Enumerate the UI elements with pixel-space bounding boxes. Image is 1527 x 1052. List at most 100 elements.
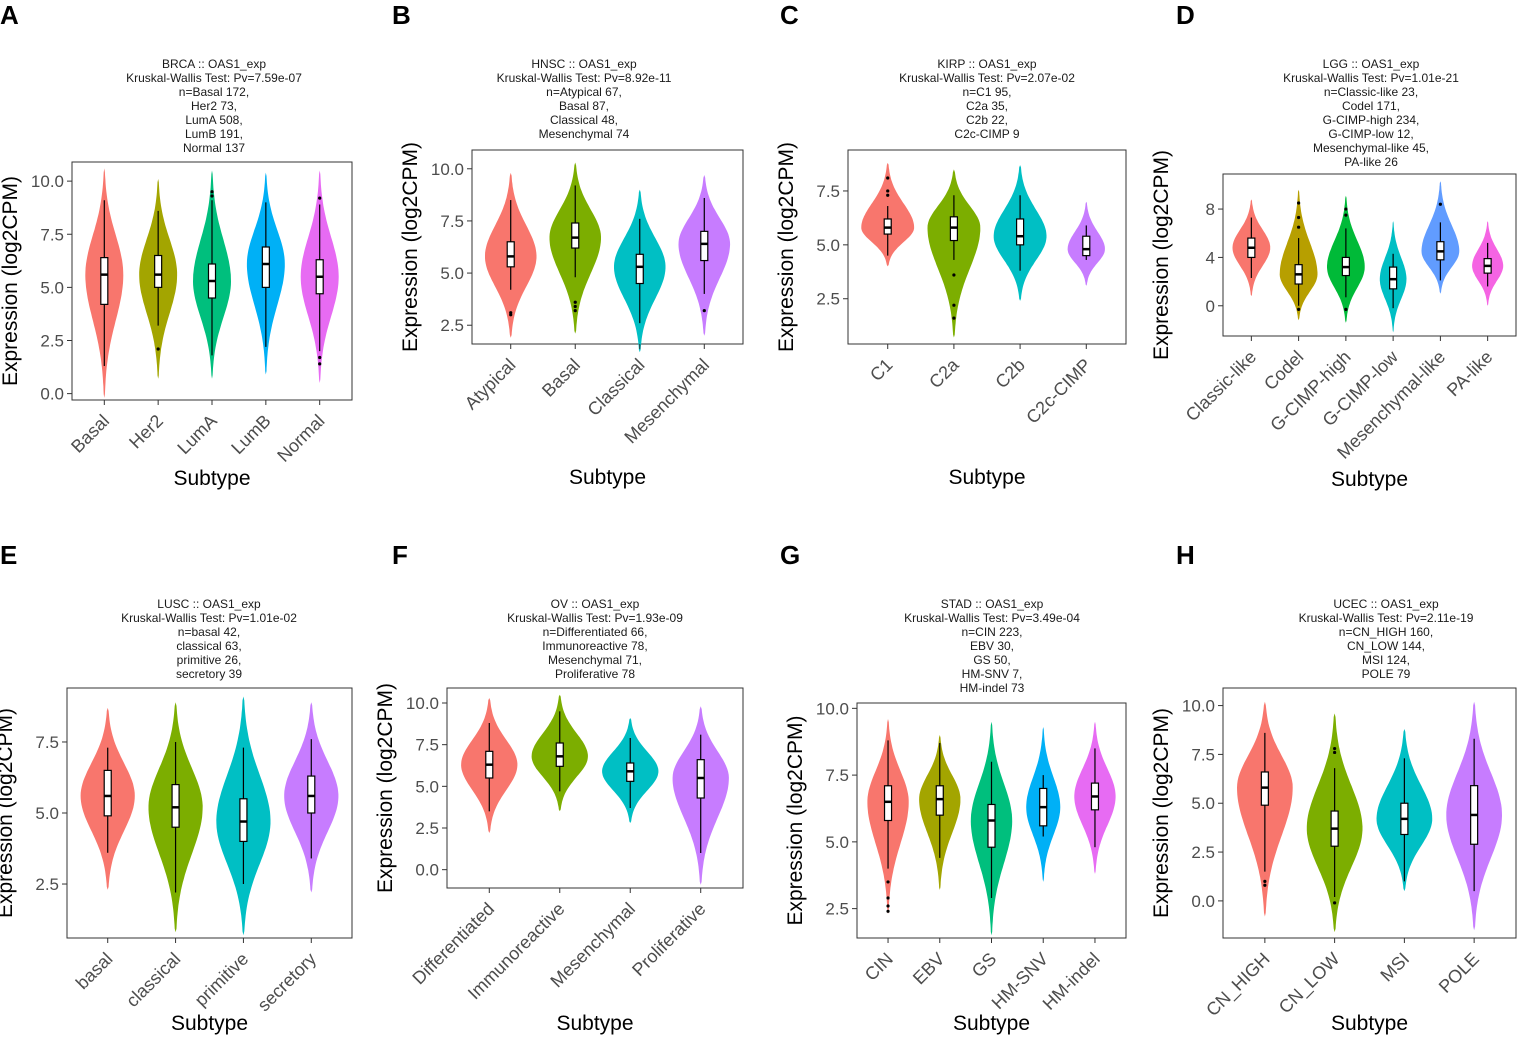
x-tick-label: Classical (584, 355, 649, 420)
y-tick-label: 10.0 (31, 172, 64, 191)
title-line: Immunoreactive 78, (542, 639, 647, 653)
y-axis-label: Expression (log2CPM) (1150, 150, 1173, 360)
title-line: G-CIMP-low 12, (1328, 127, 1413, 141)
panel-letter: D (1176, 0, 1195, 30)
outlier-point (886, 193, 890, 197)
y-tick-label: 2.5 (440, 316, 464, 335)
box (700, 230, 709, 262)
title-line: POLE 79 (1362, 667, 1411, 681)
x-tick-label: CIN (861, 949, 897, 985)
y-tick-label: 10.0 (431, 160, 464, 179)
y-tick-label: 5.0 (440, 264, 464, 283)
x-tick-label: LumB (227, 411, 274, 458)
title-line: LumB 191, (185, 127, 243, 141)
title-line: n=C1 95, (962, 85, 1011, 99)
x-axis-label: Subtype (173, 467, 250, 490)
panel-letter: B (392, 0, 411, 30)
x-tick-label: PA-like (1443, 347, 1497, 401)
y-tick-label: 5.0 (40, 278, 64, 297)
y-tick-label: 5.0 (35, 804, 59, 823)
x-tick-label: basal (72, 949, 117, 994)
box (171, 783, 180, 828)
outlier-point (1263, 883, 1267, 887)
outlier-point (318, 355, 322, 360)
outlier-point (1297, 201, 1301, 205)
outlier-point (1297, 307, 1301, 312)
y-tick-label: 10.0 (816, 699, 849, 718)
title-line: BRCA :: OAS1_exp (162, 57, 266, 71)
title-line: classical 63, (176, 639, 241, 653)
outlier-point (1344, 307, 1348, 312)
x-tick-label: Her2 (125, 411, 167, 453)
outlier-point (1344, 207, 1348, 211)
y-axis-label: Expression (log2CPM) (1150, 708, 1173, 918)
y-tick-label: 7.5 (1191, 745, 1215, 764)
box (883, 785, 893, 822)
y-axis-label: Expression (log2CPM) (0, 176, 22, 386)
x-tick-label: Normal (273, 411, 328, 466)
x-tick-label: Basal (538, 355, 584, 401)
title-line: Kruskal-Wallis Test: Pv=2.07e-02 (899, 71, 1075, 85)
outlier-point (210, 190, 214, 194)
outlier-point (952, 316, 956, 320)
y-tick-label: 2.5 (825, 900, 849, 919)
panel-letter: E (0, 540, 17, 570)
outlier-point (1344, 213, 1348, 217)
title-line: EBV 30, (970, 639, 1014, 653)
box (1015, 218, 1025, 246)
title-line: GS 50, (973, 653, 1010, 667)
title-line: n=CN_HIGH 160, (1339, 625, 1433, 639)
y-tick-label: 5.0 (415, 777, 439, 796)
y-tick-label: 2.5 (1191, 843, 1215, 862)
title-line: LGG :: OAS1_exp (1323, 57, 1420, 71)
x-tick-label: classical (122, 949, 184, 1011)
box (1082, 235, 1091, 257)
y-tick-label: 7.5 (816, 182, 840, 201)
title-line: n=basal 42, (178, 625, 240, 639)
box (506, 241, 515, 268)
x-tick-label: C2b (991, 355, 1028, 392)
x-tick-label: EBV (909, 949, 949, 989)
y-tick-label: 0.0 (40, 385, 64, 404)
title-line: HM-SNV 7, (962, 667, 1023, 681)
y-tick-label: 7.5 (415, 736, 439, 755)
x-tick-label: HM-indel (1039, 949, 1104, 1014)
title-line: Basal 87, (559, 99, 609, 113)
y-tick-label: 10.0 (406, 694, 439, 713)
outlier-point (1438, 202, 1442, 206)
outlier-point (702, 309, 706, 313)
title-line: CN_LOW 144, (1347, 639, 1425, 653)
outlier-point (1297, 225, 1301, 229)
title-line: primitive 26, (177, 653, 242, 667)
box (103, 769, 112, 817)
x-tick-label: C1 (866, 355, 896, 385)
y-tick-label: 10.0 (1182, 697, 1215, 716)
title-line: LumA 508, (185, 113, 242, 127)
title-line: Classical 48, (550, 113, 618, 127)
x-axis-label: Subtype (1331, 1012, 1408, 1035)
title-line: Kruskal-Wallis Test: Pv=7.59e-07 (126, 71, 302, 85)
title-line: UCEC :: OAS1_exp (1333, 597, 1439, 611)
box (100, 257, 109, 305)
y-tick-label: 5.0 (816, 236, 840, 255)
y-tick-label: 0.0 (415, 861, 439, 880)
outlier-point (952, 273, 956, 277)
y-axis-label: Expression (log2CPM) (0, 708, 17, 918)
title-line: HNSC :: OAS1_exp (531, 57, 637, 71)
x-tick-label: POLE (1435, 949, 1483, 997)
y-tick-label: 2.5 (816, 290, 840, 309)
outlier-point (318, 196, 322, 200)
y-axis-label: Expression (log2CPM) (784, 715, 807, 925)
y-tick-label: 4 (1206, 248, 1215, 267)
box (987, 803, 996, 848)
x-tick-label: Classic-like (1182, 347, 1260, 425)
box (261, 246, 270, 288)
title-line: n=Atypical 67, (546, 85, 622, 99)
x-axis-label: Subtype (948, 466, 1025, 489)
box (935, 785, 944, 816)
